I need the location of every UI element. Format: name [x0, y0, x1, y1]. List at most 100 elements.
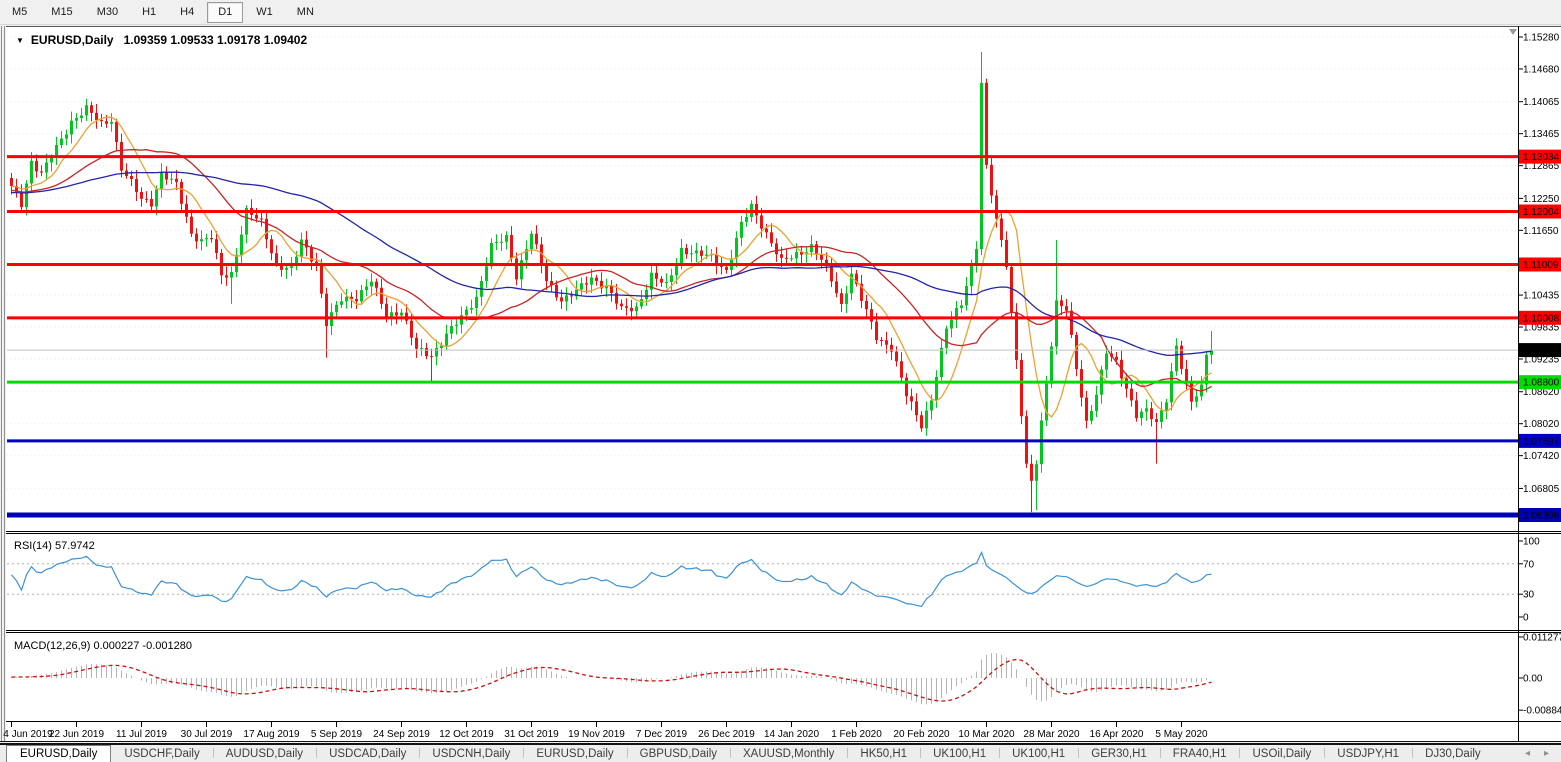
rsi-pane: 100 70 30 0: [7, 537, 1540, 624]
price-axis-label: 1.12250: [1523, 194, 1560, 205]
tab-usdjpy-h1[interactable]: USDJPY,H1: [1324, 745, 1412, 762]
macd-axis-label: 0.00: [1523, 674, 1543, 685]
date-axis-label: 19 Nov 2019: [568, 729, 625, 740]
price-axis-label: 1.09835: [1523, 323, 1560, 334]
tab-eurusd-daily[interactable]: EURUSD,Daily: [523, 745, 626, 762]
macd-signal-line: [11, 658, 1212, 702]
date-axis-label: 17 Aug 2019: [243, 729, 300, 740]
chart-title-ohlc: 1.09359 1.09533 1.09178 1.09402: [123, 33, 308, 47]
price-badge: 1.12004: [1523, 207, 1560, 218]
date-axis-label: 1 Feb 2020: [831, 729, 882, 740]
price-axis-label: 1.14680: [1523, 64, 1560, 75]
price-badge: 1.07697: [1523, 436, 1560, 447]
date-axis-label: 28 Mar 2020: [1023, 729, 1080, 740]
tab-scroll-right-icon[interactable]: ▸: [1543, 748, 1549, 759]
tab-usoil-daily[interactable]: USOil,Daily: [1239, 745, 1324, 762]
date-axis-label: 26 Dec 2019: [698, 729, 755, 740]
date-axis-label: 22 Jun 2019: [49, 729, 104, 740]
ma-mid-line: [11, 148, 1212, 392]
tab-hk50-h1[interactable]: HK50,H1: [847, 745, 920, 762]
date-axis-label: 31 Oct 2019: [504, 729, 559, 740]
ma-slow-line: [11, 171, 1212, 357]
macd-name: MACD(12,26,9): [14, 640, 91, 652]
chart-frame: [0, 26, 1561, 742]
price-axis-label: 1.08020: [1523, 419, 1560, 430]
macd-pane: 0.011277 0.00 -0.00884: [11, 632, 1561, 717]
date-axis-label: 20 Feb 2020: [893, 729, 950, 740]
price-axis-label: 1.06805: [1523, 484, 1560, 495]
timeframe-button-m30[interactable]: M30: [96, 5, 119, 18]
tab-ger30-h1[interactable]: GER30,H1: [1078, 745, 1160, 762]
date-axis-label: 24 Sep 2019: [373, 729, 430, 740]
chart-title-symbol: EURUSD,Daily: [30, 33, 114, 47]
date-axis-label: 16 Apr 2020: [1090, 729, 1144, 740]
date-axis-label: 5 Sep 2019: [311, 729, 363, 740]
timeframe-button-d1[interactable]: D1: [207, 1, 244, 23]
price-axis: 1.15280 1.14680 1.14065 1.13465 1.12865 1.122…: [1518, 33, 1561, 523]
tab-usdchf-daily[interactable]: USDCHF,Daily: [124, 748, 200, 760]
macd-axis-label: -0.00884: [1523, 706, 1561, 717]
chart-title: ▼ EURUSD,Daily 1.09359 1.09533 1.09178 1.0…: [16, 33, 307, 47]
date-axis-label: 11 Jul 2019: [116, 729, 167, 740]
tab-eurusd-daily[interactable]: EURUSD,Daily: [6, 745, 112, 762]
date-axis-label: 14 Jan 2020: [764, 729, 819, 740]
timeframe-button-m15[interactable]: M15: [51, 5, 73, 18]
tab-usdcad-daily[interactable]: USDCAD,Daily: [316, 745, 419, 762]
timeframe-button-w1[interactable]: W1: [256, 5, 273, 18]
price-axis-label: 1.10435: [1523, 291, 1560, 302]
price-badge: 1.10008: [1523, 313, 1560, 324]
date-axis-label: 12 Oct 2019: [439, 729, 494, 740]
rsi-name: RSI(14): [14, 540, 52, 552]
price-badge: 1.13034: [1523, 152, 1560, 163]
timeframe-button-mn[interactable]: MN: [296, 5, 314, 18]
symbol-tab-bar: EURUSD,Daily USDCHF,Daily AUDUSD,Daily USDC…: [0, 743, 1561, 762]
tab-scroll-left-icon[interactable]: ◂: [1524, 748, 1530, 759]
timeframe-button-h1[interactable]: H1: [142, 5, 157, 18]
rsi-axis-label: 70: [1523, 559, 1535, 570]
price-axis-label: 1.11650: [1523, 226, 1559, 237]
macd-axis-label: 0.011277: [1523, 632, 1561, 643]
price-axis-label: 1.13465: [1523, 129, 1560, 140]
date-axis-label: 5 May 2020: [1155, 729, 1208, 740]
tab-usdcnh-daily[interactable]: USDCNH,Daily: [419, 745, 523, 762]
rsi-indicator-label: RSI(14) 57.9742: [14, 540, 95, 552]
price-axis-label: 1.15280: [1523, 33, 1560, 44]
rsi-value: 57.9742: [54, 540, 95, 552]
price-badge: 1.11009: [1523, 260, 1559, 271]
price-badge: 1.09402: [1523, 346, 1560, 357]
macd-indicator-label: MACD(12,26,9) 0.000227 -0.001280: [14, 640, 192, 652]
price-badge: 1.06306: [1523, 511, 1560, 522]
price-axis-label: 1.14065: [1523, 97, 1560, 108]
support-resistance-lines: [7, 155, 1518, 518]
macd-value: 0.000227 -0.001280: [93, 640, 192, 652]
tab-audusd-daily[interactable]: AUDUSD,Daily: [212, 745, 316, 762]
timeframe-button-h4[interactable]: H4: [180, 5, 195, 18]
timeframe-button-m5[interactable]: M5: [12, 5, 28, 18]
chart-dropdown-icon[interactable]: ▼: [16, 36, 24, 45]
rsi-axis-label: 100: [1523, 537, 1540, 548]
rsi-axis-label: 30: [1523, 590, 1535, 601]
tab-uk100-h1[interactable]: UK100,H1: [999, 745, 1078, 762]
tab-xauusd-monthly[interactable]: XAUUSD,Monthly: [730, 745, 847, 762]
date-axis-label: 4 Jun 2019: [3, 729, 53, 740]
price-axis-label: 1.12865: [1523, 161, 1560, 172]
tab-scroll-nav: ◂ ▸: [1525, 745, 1561, 762]
tab-fra40-h1[interactable]: FRA40,H1: [1159, 745, 1240, 762]
date-axis-label: 10 Mar 2020: [958, 729, 1015, 740]
rsi-axis-label: 0: [1523, 613, 1529, 624]
price-axis-label: 1.08620: [1523, 387, 1560, 398]
price-axis-label: 1.09235: [1523, 354, 1560, 365]
price-axis-label: 1.07420: [1523, 451, 1560, 462]
ma-fast-line: [11, 116, 1212, 418]
tab-dj30-daily[interactable]: DJ30,Daily: [1412, 745, 1494, 762]
date-axis-label: 7 Dec 2019: [636, 729, 688, 740]
price-badge: 1.08800: [1523, 378, 1560, 389]
date-axis-label: 30 Jul 2019: [181, 729, 233, 740]
tab-gbpusd-daily[interactable]: GBPUSD,Daily: [626, 745, 730, 762]
chart-shift-marker-icon[interactable]: [1509, 29, 1517, 35]
timeframe-toolbar: M5 M15 M30 H1 H4 D1 W1 MN: [0, 0, 1561, 25]
tab-uk100-h1[interactable]: UK100,H1: [920, 745, 999, 762]
